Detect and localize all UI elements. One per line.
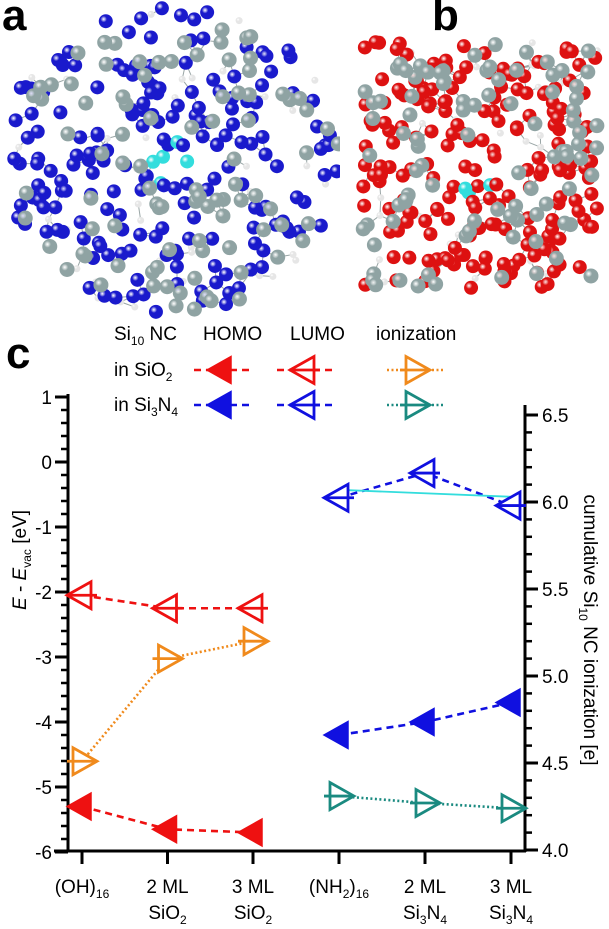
left-y-axis-label: E - Evac [eV] bbox=[10, 510, 34, 610]
left-tick-label: -2 bbox=[35, 583, 52, 604]
x-tick-label-line1: (OH)16 bbox=[55, 877, 110, 901]
left-tick-label: 1 bbox=[41, 388, 52, 409]
x-tick-label-line2: Si3N4 bbox=[489, 903, 533, 927]
data-point bbox=[493, 489, 526, 522]
data-point bbox=[408, 707, 435, 737]
legend-header-lumo: LUMO bbox=[290, 324, 345, 345]
x-tick-label-line2: Si3N4 bbox=[403, 903, 447, 927]
data-point bbox=[494, 687, 521, 718]
data-point bbox=[324, 780, 357, 812]
data-point bbox=[65, 791, 92, 822]
legend-marker bbox=[287, 354, 320, 386]
panel-c-energy-chart: c Si10 NC HOMO LUMO ionization in SiO2 i… bbox=[6, 324, 600, 927]
legend-marker bbox=[287, 389, 320, 421]
legend-header-si10-nc: Si10 NC bbox=[114, 324, 177, 348]
data-point bbox=[238, 625, 271, 658]
panel-a-si-nc-in-si3n4-model bbox=[7, 1, 340, 319]
left-tick-label: -3 bbox=[35, 648, 52, 669]
panel-c-label: c bbox=[6, 329, 30, 378]
legend-row-si3n4-label: in Si3N4 bbox=[114, 395, 178, 419]
legend: Si10 NC HOMO LUMO ionization in SiO2 in … bbox=[114, 324, 456, 421]
right-y-axis-label: cumulative Si10 NC ionization [e] bbox=[576, 494, 600, 765]
legend-marker bbox=[400, 354, 433, 386]
legend-header-homo: HOMO bbox=[203, 324, 262, 345]
legend-marker bbox=[205, 390, 232, 420]
left-tick-label: -1 bbox=[35, 518, 52, 539]
x-tick-label-line1: (NH2)16 bbox=[309, 877, 369, 901]
x-tick-label-line2: SiO2 bbox=[234, 903, 273, 927]
series-line-6 bbox=[338, 488, 512, 498]
right-tick-label: 4.5 bbox=[542, 754, 568, 775]
data-point bbox=[407, 457, 440, 489]
legend-row-sio2-label: in SiO2 bbox=[114, 360, 173, 384]
data-point bbox=[496, 792, 529, 825]
left-tick-label: -6 bbox=[35, 843, 52, 864]
right-tick-label: 6.0 bbox=[542, 493, 568, 514]
legend-header-ionization: ionization bbox=[376, 324, 456, 345]
data-point bbox=[149, 592, 183, 625]
x-tick-label-line2: SiO2 bbox=[148, 903, 187, 927]
left-tick-label: 0 bbox=[41, 453, 52, 474]
left-tick-label: -5 bbox=[35, 778, 52, 799]
data-point bbox=[236, 817, 263, 848]
axes bbox=[54, 394, 527, 853]
data-point bbox=[410, 787, 443, 819]
data-point bbox=[235, 592, 268, 625]
data-point bbox=[322, 720, 349, 750]
data-point bbox=[152, 642, 186, 675]
legend-marker bbox=[205, 355, 232, 385]
panel-a-label: a bbox=[2, 0, 27, 40]
panel-b-si-nc-in-sio2-model bbox=[355, 35, 605, 295]
x-tick-label-line1: 3 ML bbox=[232, 877, 274, 898]
right-tick-label: 6.5 bbox=[542, 406, 568, 427]
x-tick-label-line1: 2 ML bbox=[404, 877, 446, 898]
data-point bbox=[321, 481, 354, 514]
x-tick-label-line1: 2 ML bbox=[146, 877, 188, 898]
data-point bbox=[150, 814, 178, 845]
data-point bbox=[67, 745, 100, 778]
right-tick-label: 5.0 bbox=[542, 667, 568, 688]
legend-marker bbox=[400, 389, 433, 421]
x-tick-label-line1: 3 ML bbox=[490, 877, 532, 898]
panel-b-label: b bbox=[432, 0, 459, 40]
right-tick-label: 5.5 bbox=[542, 580, 568, 601]
left-tick-label: -4 bbox=[35, 713, 52, 734]
right-tick-label: 4.0 bbox=[542, 841, 568, 862]
data-point bbox=[64, 579, 97, 612]
